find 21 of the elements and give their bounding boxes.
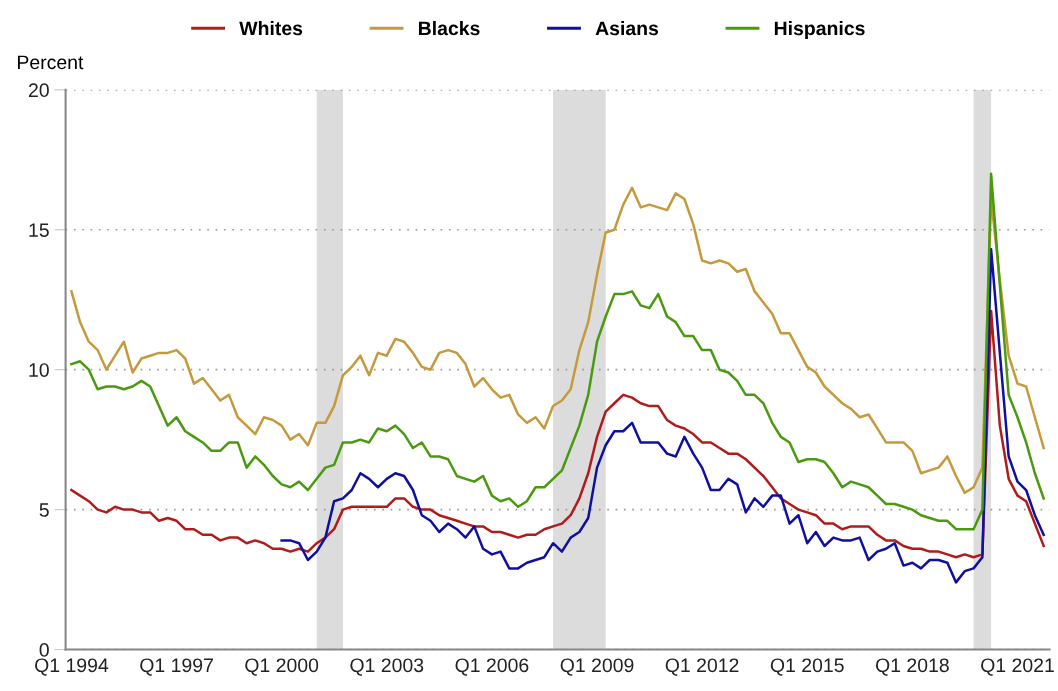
y-axis-title: Percent (17, 55, 84, 70)
legend-label: Hispanics (774, 20, 865, 40)
y-tick-label: 15 (29, 223, 49, 237)
x-tick-label: Q1 2015 (770, 658, 844, 676)
x-tick-label: Q1 2018 (875, 658, 949, 676)
x-tick-label: Q1 2000 (245, 658, 319, 676)
x-tick-label: Q1 2003 (350, 658, 424, 676)
line-series (280, 248, 1045, 584)
x-tick-label: Q1 2006 (455, 658, 529, 676)
legend-label: Blacks (418, 20, 480, 36)
x-tick-label: Q1 2009 (560, 658, 634, 676)
y-tick-label: 20 (28, 83, 49, 98)
y-tick-label: 10 (29, 363, 49, 377)
y-tick-label: 5 (39, 503, 49, 517)
legend-label: Asians (595, 20, 659, 36)
y-tick-label: 0 (39, 643, 49, 657)
x-tick-label: Q1 1994 (35, 658, 109, 676)
x-tick-label: Q1 2012 (665, 658, 739, 676)
x-tick-label: Q1 2021 (981, 658, 1054, 676)
x-tick-label: Q1 1997 (140, 658, 213, 676)
legend-label: Whites (239, 20, 303, 36)
